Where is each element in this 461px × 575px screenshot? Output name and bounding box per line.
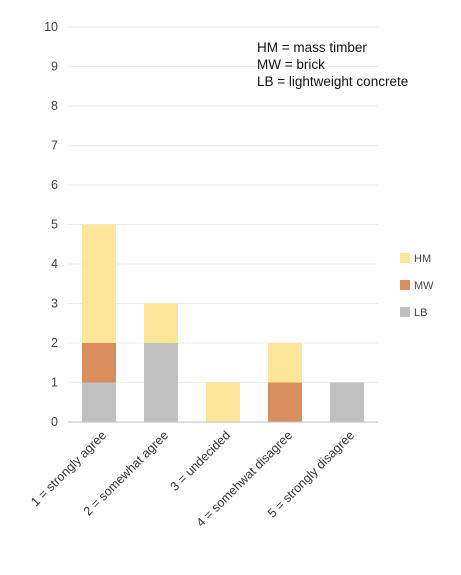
y-tick-label: 6 xyxy=(51,178,58,192)
y-tick-label: 1 xyxy=(51,376,58,390)
legend: HM MW LB xyxy=(400,253,434,319)
gridlines xyxy=(68,26,378,383)
bar-segment-mw-cat-4 xyxy=(268,382,302,422)
legend-swatch-mw xyxy=(400,280,410,290)
bars xyxy=(82,224,364,422)
bar-segment-hm-cat-3 xyxy=(206,382,240,422)
legend-label-mw: MW xyxy=(414,280,434,292)
y-tick-label: 10 xyxy=(44,20,58,34)
y-tick-label: 4 xyxy=(51,257,58,271)
annotation-line-lb: LB = lightweight concrete xyxy=(257,74,408,89)
bar-segment-mw-cat-1 xyxy=(82,343,116,383)
y-tick-label: 0 xyxy=(51,415,58,429)
annotation-line-hm: HM = mass timber xyxy=(257,40,367,55)
y-tick-label: 2 xyxy=(51,336,58,350)
y-tick-label: 7 xyxy=(51,139,58,153)
legend-label-hm: HM xyxy=(414,253,431,265)
bar-segment-lb-cat-5 xyxy=(330,382,364,422)
bar-segment-hm-cat-4 xyxy=(268,343,302,383)
legend-swatch-lb xyxy=(400,307,410,317)
y-tick-label: 5 xyxy=(51,218,58,232)
abbreviation-note: HM = mass timber MW = brick LB = lightwe… xyxy=(257,40,408,89)
bar-segment-lb-cat-2 xyxy=(144,343,178,422)
y-tick-label: 8 xyxy=(51,99,58,113)
legend-swatch-hm xyxy=(400,253,410,263)
bar-segment-lb-cat-1 xyxy=(82,382,116,422)
y-tick-label: 3 xyxy=(51,297,58,311)
annotation-line-mw: MW = brick xyxy=(257,57,325,72)
bar-segment-hm-cat-2 xyxy=(144,303,178,343)
x-category-label: 3 = undecided xyxy=(167,428,233,494)
y-tick-label: 9 xyxy=(51,60,58,74)
y-axis-tick-labels: 0 1 2 3 4 5 6 7 8 9 10 xyxy=(44,20,58,429)
bar-segment-hm-cat-1 xyxy=(82,224,116,343)
legend-label-lb: LB xyxy=(414,307,427,319)
